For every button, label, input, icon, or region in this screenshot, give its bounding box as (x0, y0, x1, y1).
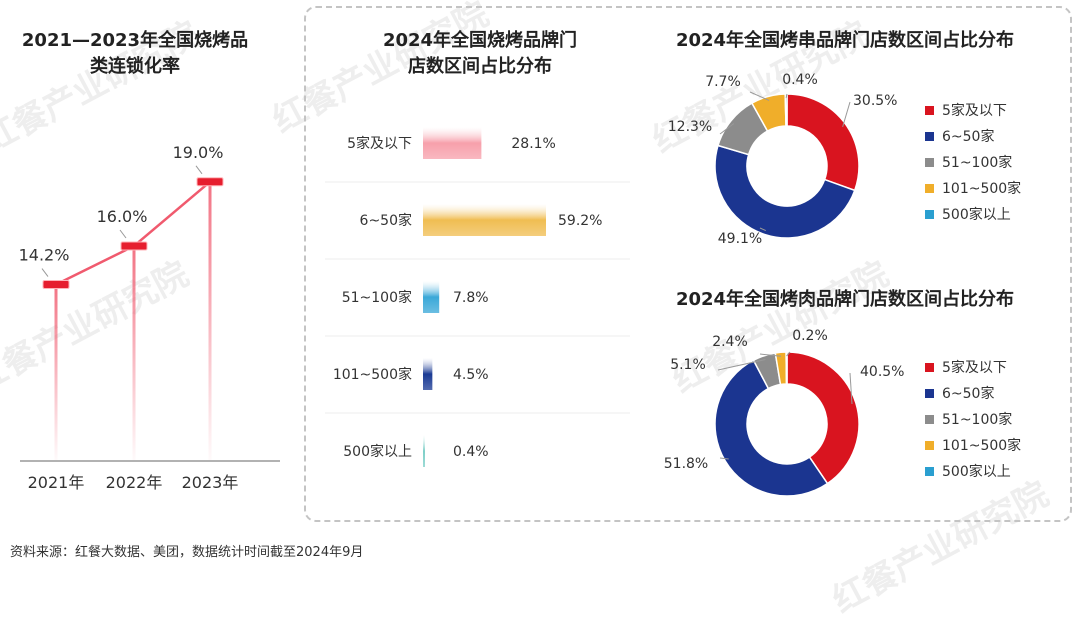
donut-chart-1: 30.5% 49.1% 12.3% 7.7% 0.4% 5家及以下 6~50家 51~100家… (668, 72, 1021, 247)
data-point-marker (120, 241, 148, 251)
bar-value-label: 28.1% (511, 136, 555, 152)
x-tick-label: 2021年 (28, 473, 85, 492)
donut-slice (714, 144, 856, 239)
legend-swatch (925, 184, 934, 193)
legend-label: 101~500家 (942, 437, 1021, 454)
bar-value-label: 59.2% (558, 213, 602, 229)
data-label: 19.0% (173, 143, 224, 162)
bar-category-label: 5家及以下 (347, 135, 412, 152)
slice-label: 51.8% (664, 456, 708, 472)
legend-label: 5家及以下 (942, 359, 1007, 376)
legend-swatch (925, 132, 934, 141)
legend-label: 6~50家 (942, 385, 994, 402)
legend-swatch (925, 467, 934, 476)
drop-line (54, 284, 58, 460)
donut-slice (786, 93, 860, 192)
drop-line (208, 181, 212, 461)
label-leader (41, 268, 49, 277)
donut-slice (714, 359, 829, 497)
legend-swatch (925, 158, 934, 167)
legend-label: 500家以上 (942, 206, 1011, 223)
bar-category-label: 51~100家 (342, 289, 412, 306)
legend-swatch (925, 210, 934, 219)
slice-leader (719, 457, 729, 460)
legend-swatch (925, 441, 934, 450)
legend-label: 101~500家 (942, 180, 1021, 197)
bar (423, 127, 482, 159)
slice-label: 5.1% (670, 357, 706, 373)
slice-label: 7.7% (705, 74, 741, 90)
slice-label: 2.4% (712, 334, 748, 350)
bar (423, 435, 425, 467)
donut-chart-2: 40.5% 51.8% 5.1% 2.4% 0.2% 5家及以下 6~50家 51~100家 1… (664, 328, 1021, 497)
slice-leader (842, 101, 851, 128)
slice-label: 0.2% (792, 328, 828, 344)
legend-swatch (925, 106, 934, 115)
legend-label: 5家及以下 (942, 102, 1007, 119)
data-point-marker (42, 280, 70, 290)
source-note: 资料来源：红餐大数据、美团，数据统计时间截至2024年9月 (10, 545, 364, 560)
slice-leader (759, 227, 766, 232)
x-tick-label: 2022年 (106, 473, 163, 492)
bar-chart: 5家及以下 28.1% 6~50家 59.2% 51~100家 7.8% 101~500家 4… (325, 127, 630, 467)
bar-value-label: 4.5% (453, 367, 489, 383)
bar-value-label: 0.4% (453, 444, 489, 460)
x-tick-label: 2023年 (182, 473, 239, 492)
line-chart: 14.2% 2021年 16.0% 2022年 19.0% 2023年 (19, 143, 280, 492)
bar-chart-title: 2024年全国烧烤品牌门 店数区间占比分布 (382, 30, 578, 77)
legend-label: 51~100家 (942, 154, 1012, 171)
bar-category-label: 6~50家 (360, 212, 412, 229)
data-label: 16.0% (97, 207, 148, 226)
bar (423, 358, 433, 390)
data-point-marker (196, 177, 224, 187)
slice-leader (849, 372, 853, 405)
legend-swatch (925, 415, 934, 424)
legend-label: 51~100家 (942, 411, 1012, 428)
legend-swatch (925, 389, 934, 398)
line-chart-title: 2021—2023年全国烧烤品 类连锁化率 (21, 30, 249, 77)
bar-category-label: 101~500家 (333, 366, 412, 383)
chart-group-frame (304, 6, 1072, 522)
legend-swatch (925, 363, 934, 372)
slice-label: 30.5% (853, 93, 897, 109)
label-leader (195, 165, 203, 175)
slice-leader (785, 93, 788, 99)
donut-slice (784, 93, 788, 127)
legend-label: 6~50家 (942, 128, 994, 145)
donut-slice (786, 351, 860, 485)
donut-chart-2-title: 2024年全国烤肉品牌门店数区间占比分布 (675, 289, 1015, 310)
bar (423, 281, 440, 313)
slice-leader (749, 91, 770, 101)
label-leader (119, 229, 127, 239)
drop-line (132, 246, 136, 460)
slice-leader (719, 123, 735, 135)
donut-slice (785, 351, 788, 385)
slice-leader (786, 351, 791, 357)
legend-label: 500家以上 (942, 463, 1011, 480)
donut-chart-1-title: 2024年全国烤串品牌门店数区间占比分布 (675, 30, 1015, 51)
slice-label: 49.1% (718, 231, 762, 247)
data-label: 14.2% (19, 246, 70, 265)
slice-label: 0.4% (782, 72, 818, 88)
bar-value-label: 7.8% (453, 290, 489, 306)
slice-leader (717, 359, 766, 371)
slice-leader (759, 353, 782, 357)
slice-label: 40.5% (860, 364, 904, 380)
bar (423, 204, 546, 236)
slice-label: 12.3% (668, 119, 712, 135)
bar-category-label: 500家以上 (343, 443, 412, 460)
